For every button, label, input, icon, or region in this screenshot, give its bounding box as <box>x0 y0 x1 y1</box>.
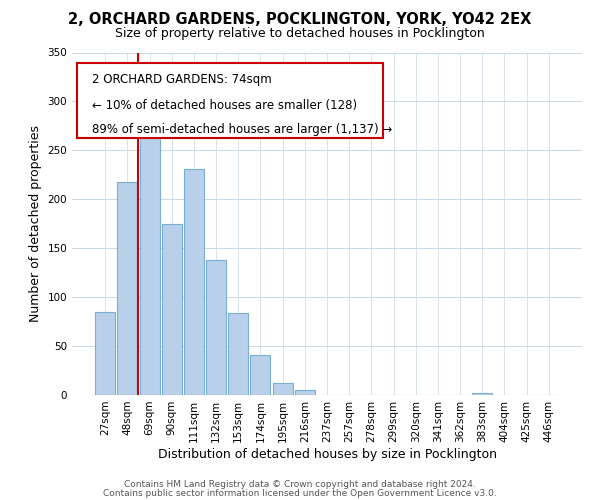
Text: Contains public sector information licensed under the Open Government Licence v3: Contains public sector information licen… <box>103 488 497 498</box>
Bar <box>295 390 315 395</box>
Text: ← 10% of detached houses are smaller (128): ← 10% of detached houses are smaller (12… <box>92 98 358 112</box>
Text: 89% of semi-detached houses are larger (1,137) →: 89% of semi-detached houses are larger (… <box>92 122 392 136</box>
Text: Contains HM Land Registry data © Crown copyright and database right 2024.: Contains HM Land Registry data © Crown c… <box>124 480 476 489</box>
Bar <box>77 63 383 138</box>
Bar <box>95 312 115 395</box>
Text: 2, ORCHARD GARDENS, POCKLINGTON, YORK, YO42 2EX: 2, ORCHARD GARDENS, POCKLINGTON, YORK, Y… <box>68 12 532 28</box>
Y-axis label: Number of detached properties: Number of detached properties <box>29 125 42 322</box>
Text: 2 ORCHARD GARDENS: 74sqm: 2 ORCHARD GARDENS: 74sqm <box>92 73 272 86</box>
Bar <box>206 260 226 395</box>
Bar <box>162 224 182 395</box>
X-axis label: Distribution of detached houses by size in Pocklington: Distribution of detached houses by size … <box>157 448 497 460</box>
Bar <box>118 182 137 395</box>
Bar <box>272 384 293 395</box>
Bar <box>184 169 204 395</box>
Bar <box>250 355 271 395</box>
Bar <box>228 313 248 395</box>
Text: Size of property relative to detached houses in Pocklington: Size of property relative to detached ho… <box>115 28 485 40</box>
Bar <box>472 393 492 395</box>
Bar <box>140 120 160 395</box>
